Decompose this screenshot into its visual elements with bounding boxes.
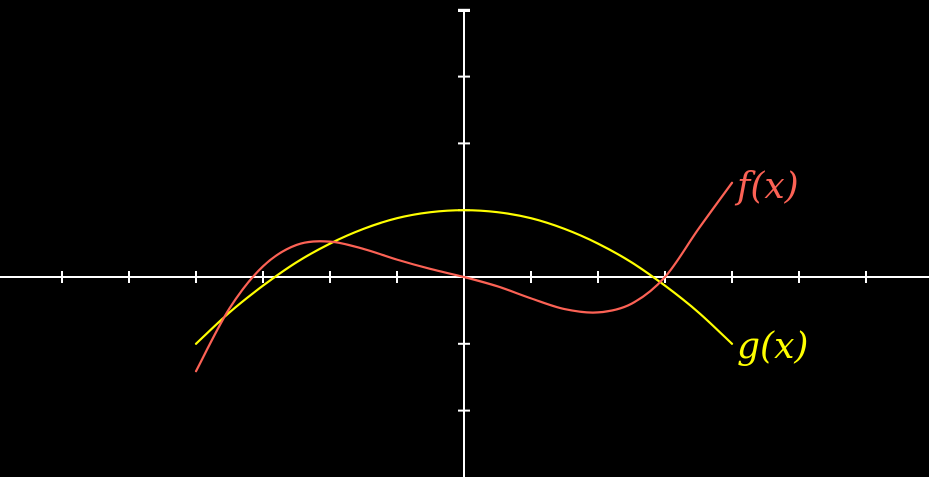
label-fx: f(x) (734, 166, 799, 207)
curves (194, 181, 734, 373)
label-gx: g(x) (737, 326, 808, 367)
curve-labels: f(x) g(x) (734, 166, 808, 367)
axes (0, 8, 929, 477)
curve-fx (194, 181, 734, 373)
curve-gx (194, 209, 734, 345)
